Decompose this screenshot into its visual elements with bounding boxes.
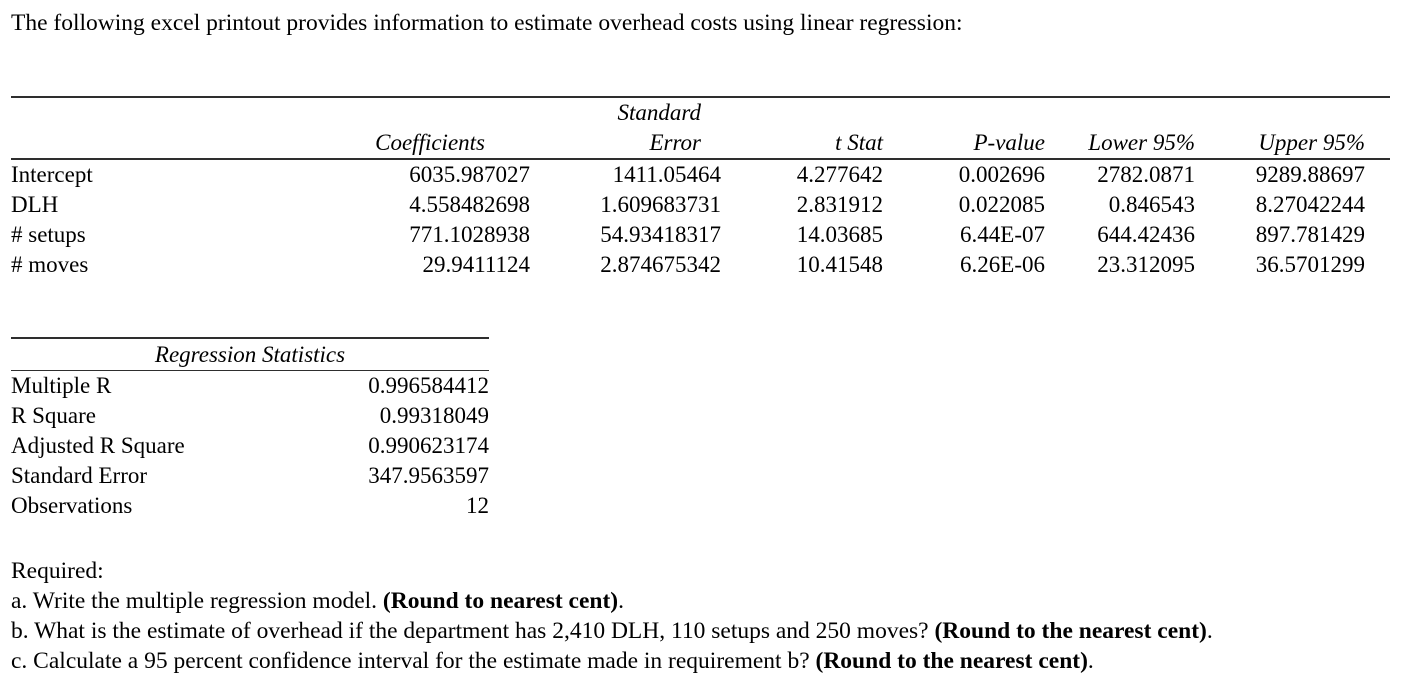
stat-value: 347.9563597 xyxy=(368,463,490,488)
lower-95-value: 644.42436 xyxy=(1097,222,1195,247)
header-standard-error-line1: Standard xyxy=(617,100,702,125)
t-stat-value: 10.41548 xyxy=(796,252,883,277)
coefficient-value: 29.9411124 xyxy=(422,252,530,277)
p-value: 0.002696 xyxy=(958,162,1045,187)
lower-95-value: 0.846543 xyxy=(1108,192,1195,217)
table-row: Intercept 6035.987027 1411.05464 4.27764… xyxy=(11,159,1390,190)
stat-label: Adjusted R Square xyxy=(11,433,185,458)
stat-value: 0.996584412 xyxy=(368,373,490,398)
lower-95-value: 23.312095 xyxy=(1097,252,1195,277)
requirement-a: a. Write the multiple regression model. … xyxy=(11,586,1213,616)
row-label: # moves xyxy=(11,252,89,277)
list-item: R Square 0.99318049 xyxy=(11,401,489,431)
row-label: Intercept xyxy=(11,162,93,187)
list-item: Observations 12 xyxy=(11,491,489,521)
requirement-c: c. Calculate a 95 percent confidence int… xyxy=(11,646,1213,676)
requirement-b-bold: (Round to the nearest cent) xyxy=(934,618,1207,644)
intro-text: The following excel printout provides in… xyxy=(11,10,963,36)
requirement-b-text: b. What is the estimate of overhead if t… xyxy=(11,618,935,644)
coefficients-table-header-line1: Standard xyxy=(11,97,1390,128)
stat-value: 0.990623174 xyxy=(368,433,490,458)
stat-value: 12 xyxy=(466,493,490,518)
upper-95-value: 36.5701299 xyxy=(1255,252,1365,277)
header-t-stat: t Stat xyxy=(721,128,883,160)
header-lower-95: Lower 95% xyxy=(1045,128,1195,160)
stat-value: 0.99318049 xyxy=(379,403,490,428)
standard-error-value: 1411.05464 xyxy=(612,162,721,187)
requirement-c-suffix: . xyxy=(1087,648,1094,674)
stat-label: Observations xyxy=(11,493,133,518)
upper-95-value: 8.27042244 xyxy=(1255,192,1365,217)
p-value: 0.022085 xyxy=(958,192,1045,217)
table-row: # moves 29.9411124 2.874675342 10.41548 … xyxy=(11,250,1390,280)
header-p-value: P-value xyxy=(883,128,1045,160)
requirement-b-suffix: . xyxy=(1206,618,1213,644)
list-item: Adjusted R Square 0.990623174 xyxy=(11,431,489,461)
required-heading: Required: xyxy=(11,558,104,584)
coefficient-value: 6035.987027 xyxy=(409,162,530,187)
standard-error-value: 54.93418317 xyxy=(600,222,721,247)
table-row: DLH 4.558482698 1.609683731 2.831912 0.0… xyxy=(11,190,1390,220)
p-value: 6.26E-06 xyxy=(960,252,1045,277)
requirement-b: b. What is the estimate of overhead if t… xyxy=(11,616,1213,646)
required-section: Required: a. Write the multiple regressi… xyxy=(11,556,1213,676)
t-stat-value: 14.03685 xyxy=(796,222,883,247)
requirement-a-suffix: . xyxy=(618,588,624,614)
header-upper-95: Upper 95% xyxy=(1195,128,1390,160)
p-value: 6.44E-07 xyxy=(960,222,1045,247)
lower-95-value: 2782.0871 xyxy=(1097,162,1195,187)
regression-statistics-table: Regression Statistics Multiple R 0.99658… xyxy=(11,337,490,521)
upper-95-value: 897.781429 xyxy=(1255,222,1365,247)
stat-label: Standard Error xyxy=(11,463,148,488)
coefficient-value: 4.558482698 xyxy=(409,192,530,217)
requirement-a-bold: (Round to nearest cent) xyxy=(382,588,619,614)
coefficient-value: 771.1028938 xyxy=(409,222,530,247)
standard-error-value: 1.609683731 xyxy=(600,192,721,217)
requirement-c-text: c. Calculate a 95 percent confidence int… xyxy=(11,648,816,674)
requirement-c-bold: (Round to the nearest cent) xyxy=(815,648,1088,674)
standard-error-value: 2.874675342 xyxy=(600,252,721,277)
requirement-a-text: a. Write the multiple regression model. xyxy=(11,588,383,614)
table-row: # setups 771.1028938 54.93418317 14.0368… xyxy=(11,220,1390,250)
stat-label: R Square xyxy=(11,403,96,428)
list-item: Multiple R 0.996584412 xyxy=(11,371,489,402)
stat-label: Multiple R xyxy=(11,373,112,398)
header-row-label xyxy=(11,128,331,160)
t-stat-value: 2.831912 xyxy=(796,192,883,217)
regression-statistics-title-row: Regression Statistics xyxy=(11,338,490,371)
upper-95-value: 9289.88697 xyxy=(1255,162,1365,187)
regression-statistics-title: Regression Statistics xyxy=(11,338,490,371)
list-item: Standard Error 347.9563597 xyxy=(11,461,489,491)
header-coefficients: Coefficients xyxy=(331,128,530,160)
row-label: # setups xyxy=(11,222,86,247)
t-stat-value: 4.277642 xyxy=(796,162,883,187)
coefficients-table-header-line2: Coefficients Error t Stat P-value Lower … xyxy=(11,128,1390,160)
header-standard-error-line2: Error xyxy=(530,128,721,160)
row-label: DLH xyxy=(11,192,59,217)
coefficients-table: Standard Coefficients Error t Stat P-val… xyxy=(11,96,1390,280)
